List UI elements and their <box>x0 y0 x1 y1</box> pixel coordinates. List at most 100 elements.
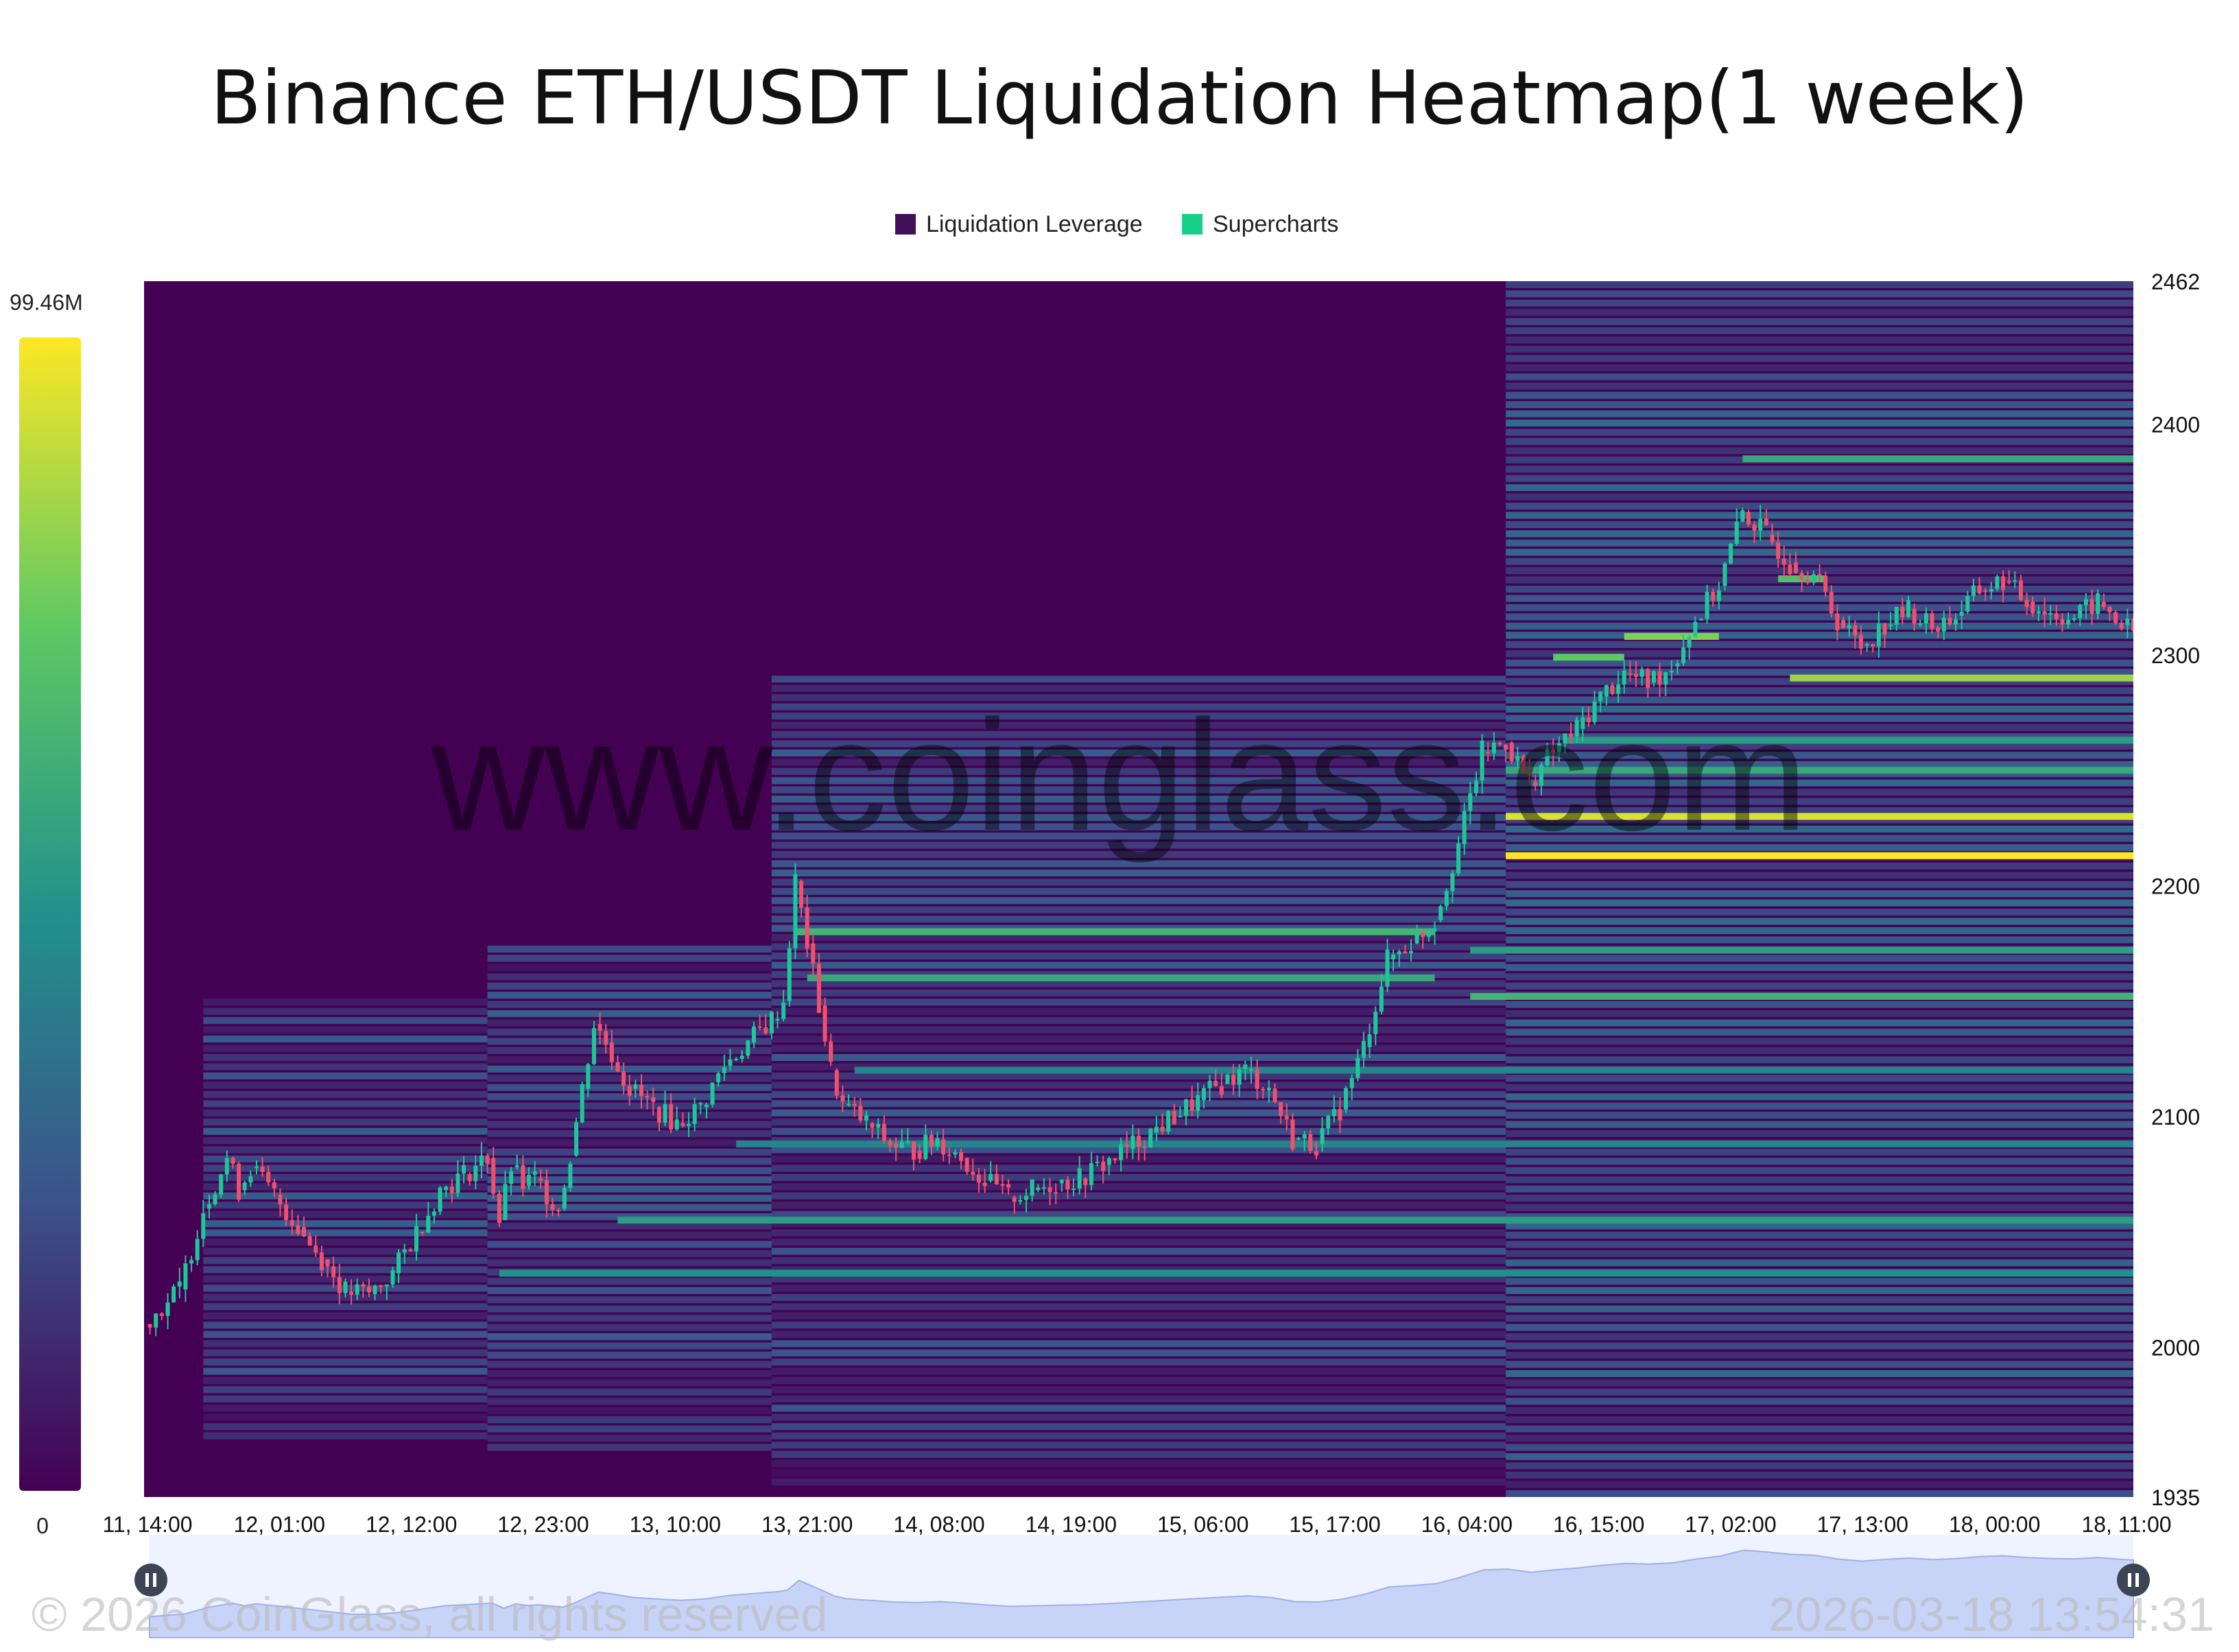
candle-body <box>1000 1184 1005 1186</box>
candle-body <box>799 881 804 908</box>
y-tick-label: 1935 <box>2151 1485 2200 1510</box>
heatmap-cell <box>487 1121 772 1128</box>
x-tick-label: 18, 00:00 <box>1949 1512 2040 1537</box>
legend-label-liquidation-leverage[interactable]: Liquidation Leverage <box>926 211 1143 237</box>
heatmap-cell <box>771 786 1506 793</box>
heatmap-cell <box>1506 761 2133 768</box>
candle-body <box>396 1252 401 1273</box>
heatmap-cell <box>1506 1489 2133 1497</box>
candle-body <box>1071 1188 1076 1190</box>
candle-body <box>1473 780 1478 793</box>
heatmap-cell <box>771 1395 1506 1403</box>
heatmap-cell <box>771 961 1506 969</box>
candle-body <box>2024 599 2029 608</box>
heatmap-cell <box>771 1164 1506 1172</box>
candle-body <box>1225 1075 1230 1084</box>
colorbar[interactable] <box>19 337 81 1491</box>
heatmap-cell <box>771 970 1506 979</box>
heatmap-cell <box>487 1130 772 1138</box>
candle-body <box>1947 617 1952 625</box>
heatmap-cell <box>1506 862 2133 870</box>
navigator-area <box>149 1549 2134 1638</box>
candle-body <box>840 1095 845 1102</box>
candle-body <box>402 1249 407 1253</box>
candle-body <box>953 1152 958 1155</box>
heatmap-cell <box>203 1156 488 1163</box>
heatmap-cell <box>1506 410 2133 418</box>
liquidation-level <box>1790 674 2133 682</box>
legend-label-supercharts[interactable]: Supercharts <box>1213 211 1338 237</box>
candle-body <box>1349 1077 1354 1088</box>
candle-body <box>177 1281 182 1287</box>
heatmap-cell <box>771 1044 1506 1052</box>
candle-body <box>331 1266 336 1278</box>
candle-body <box>521 1165 525 1190</box>
candle-body <box>663 1104 667 1123</box>
candle-body <box>1166 1111 1171 1132</box>
candle-body <box>2013 580 2017 582</box>
range-navigator[interactable] <box>134 1535 2150 1638</box>
candle-body <box>503 1184 508 1221</box>
heatmap-cell <box>1506 659 2133 667</box>
heatmap-cell <box>1506 825 2133 833</box>
candle-body <box>462 1165 466 1174</box>
heatmap-cell <box>771 1081 1506 1089</box>
heatmap-cell <box>771 869 1506 876</box>
heatmap-cell <box>487 1065 772 1073</box>
heatmap-cell <box>1506 1444 2133 1451</box>
heatmap-cell <box>487 963 772 971</box>
heatmap-cell <box>203 1007 488 1015</box>
candle-body <box>1835 613 1840 631</box>
candle-body <box>1184 1099 1189 1116</box>
heatmap-cell <box>487 1435 772 1442</box>
heatmap-cell <box>771 823 1506 830</box>
navigator-handle-left[interactable] <box>134 1564 167 1596</box>
candle-body <box>349 1291 354 1295</box>
liquidation-level <box>1506 767 2133 774</box>
heatmap-cell <box>1506 1361 2133 1368</box>
heatmap-cell <box>1506 1379 2133 1387</box>
candle-body <box>864 1115 868 1121</box>
candle-body <box>2048 613 2053 615</box>
heatmap-cell <box>203 1330 488 1338</box>
candle-body <box>1326 1116 1331 1129</box>
candle-body <box>829 1041 833 1062</box>
candle-body <box>1207 1081 1212 1088</box>
heatmap-cell <box>203 1063 488 1070</box>
heatmap-cell <box>771 758 1506 766</box>
heatmap-cell <box>771 1054 1506 1062</box>
heatmap-cell <box>203 1017 488 1025</box>
heatmap-cell <box>203 1340 488 1348</box>
legend-swatch-liquidation-leverage[interactable] <box>895 214 916 235</box>
candle-body <box>852 1103 857 1106</box>
y-axis-ticks: 2462 2400 2300 2200 2100 2000 1935 <box>2151 270 2200 1510</box>
candle-body <box>1598 691 1603 702</box>
heatmap-cell <box>487 1444 772 1451</box>
heatmap-cell <box>771 998 1506 1006</box>
heatmap-cell <box>1506 779 2133 787</box>
candle-body <box>1995 576 2000 589</box>
heatmap-cell <box>203 1192 488 1200</box>
candle-body <box>1083 1178 1088 1186</box>
candle-body <box>1954 619 1958 625</box>
candle-body <box>449 1186 454 1193</box>
candle-body <box>1853 625 1858 636</box>
candle-body <box>1551 749 1556 753</box>
heatmap-cell <box>771 1118 1506 1126</box>
candle-body <box>2006 581 2011 583</box>
candle-body <box>1545 749 1550 765</box>
heatmap-cell <box>1506 520 2133 528</box>
navigator-handle-right[interactable] <box>2117 1564 2150 1596</box>
candle-body <box>408 1249 413 1252</box>
candle-body <box>1580 717 1585 729</box>
candle-body <box>1610 685 1615 694</box>
heatmap-cell <box>203 1413 488 1421</box>
candle-body <box>1018 1199 1023 1202</box>
candle-body <box>674 1119 679 1129</box>
candle-body <box>1237 1069 1242 1085</box>
heatmap-cell <box>487 1398 772 1405</box>
heatmap-cell <box>1506 1425 2133 1433</box>
legend-swatch-supercharts[interactable] <box>1182 214 1203 235</box>
heatmap-cell <box>771 1036 1506 1043</box>
x-tick-label: 12, 23:00 <box>497 1512 589 1537</box>
